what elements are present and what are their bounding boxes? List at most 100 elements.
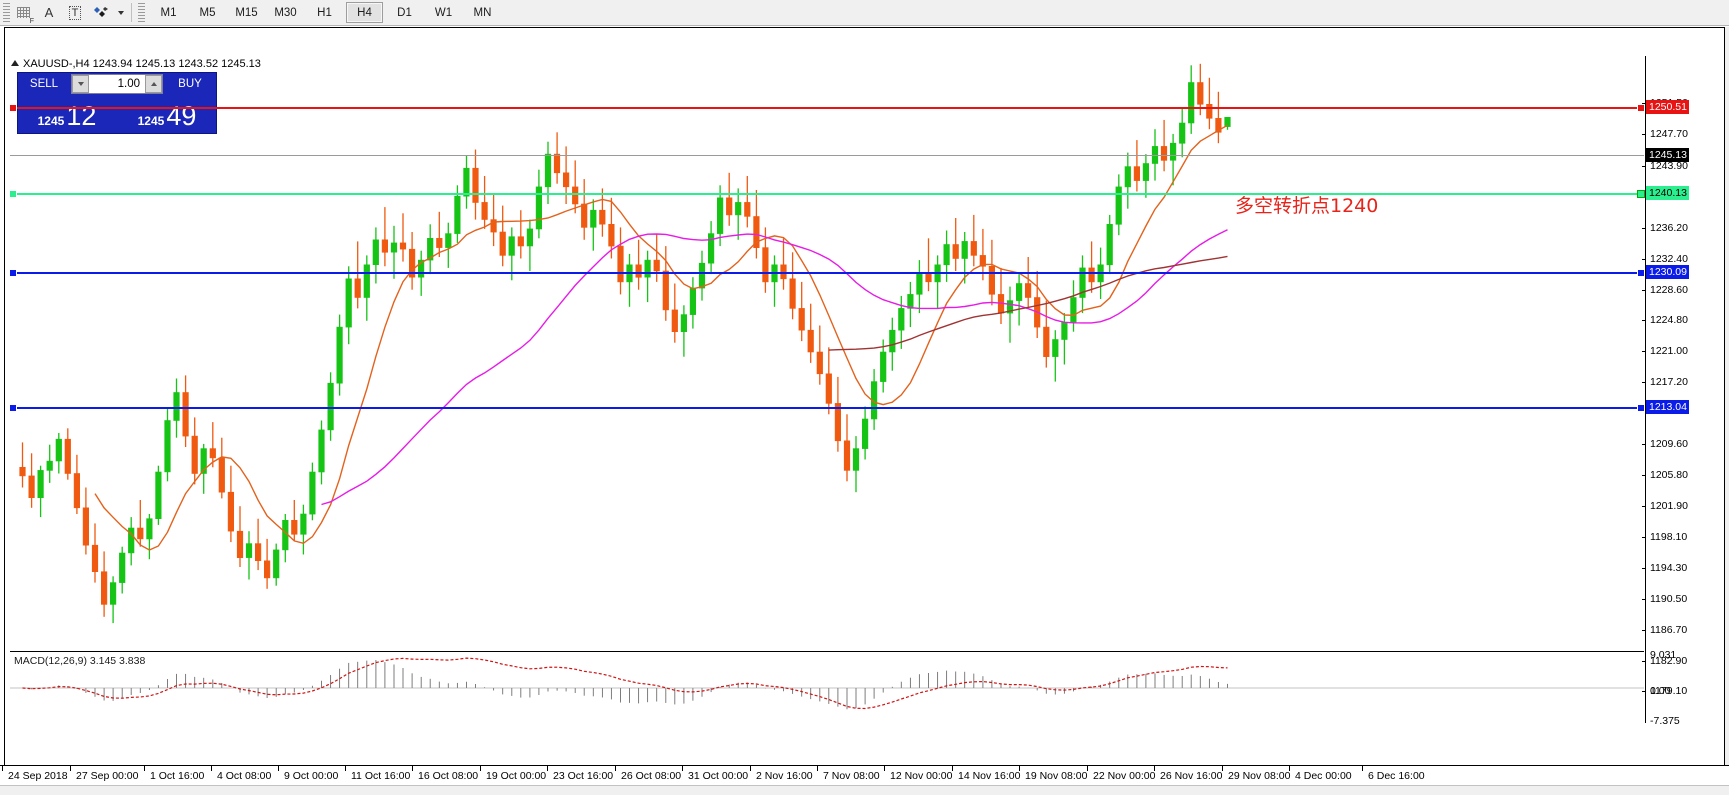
- toolbar-grip-1[interactable]: [3, 3, 10, 22]
- price-tick: [1642, 537, 1646, 538]
- timeframe-w1[interactable]: W1: [434, 6, 453, 19]
- timeframe-mn[interactable]: MN: [473, 6, 492, 19]
- price-tick: [1642, 475, 1646, 476]
- price-tick-label: 1224.80: [1650, 314, 1688, 326]
- price-tick-label: 1182.90: [1650, 655, 1688, 667]
- price-tick: [1642, 568, 1646, 569]
- time-tick-label: 2 Nov 16:00: [756, 770, 813, 782]
- time-tick-label: 22 Nov 00:00: [1093, 770, 1156, 782]
- price-tick-label: 1221.00: [1650, 345, 1688, 357]
- support-line-1230-handle[interactable]: [1637, 269, 1645, 277]
- macd-svg: [10, 657, 1644, 710]
- price-tick-label: 1243.90: [1650, 160, 1688, 172]
- price-tick: [1642, 661, 1646, 662]
- toolbar-grip-2[interactable]: [138, 3, 145, 22]
- price-plot-area[interactable]: 多空转折点1240: [9, 56, 1645, 648]
- resistance-line-1250-handle-left[interactable]: [9, 104, 17, 112]
- timeframe-m1[interactable]: M1: [160, 6, 177, 19]
- oct-divider: [116, 95, 118, 131]
- vertical-scrollbar[interactable]: [1725, 27, 1729, 767]
- pivot-line-1240-handle-left[interactable]: [9, 190, 17, 198]
- current-price-tag[interactable]: 1245.13: [1646, 148, 1689, 162]
- timeframe-group: M1 M5 M15 M30 H1 H4 D1 W1 MN: [149, 2, 502, 23]
- pivot-line-1240-handle[interactable]: [1637, 190, 1645, 198]
- volume-value[interactable]: 1.00: [117, 78, 140, 90]
- buy-button[interactable]: BUY: [178, 78, 202, 90]
- price-axis[interactable]: 1251.501247.701243.901236.201232.401228.…: [1642, 56, 1729, 727]
- crosshair-f-icon[interactable]: F: [10, 1, 36, 25]
- time-tick: [884, 766, 885, 771]
- time-tick: [480, 766, 481, 771]
- price-tick-label: 1190.50: [1650, 593, 1688, 605]
- upper-support-price-tag[interactable]: 1230.09: [1646, 265, 1689, 279]
- timeframe-h4[interactable]: H4: [346, 2, 383, 23]
- time-tick-label: 19 Oct 00:00: [486, 770, 547, 782]
- text-object-icon[interactable]: T: [62, 1, 88, 24]
- lower-support-price-tag[interactable]: 1213.04: [1646, 400, 1689, 414]
- volume-decrement-icon[interactable]: [72, 75, 89, 93]
- price-tick: [1642, 290, 1646, 291]
- time-tick-label: 9 Oct 00:00: [284, 770, 339, 782]
- time-tick: [547, 766, 548, 771]
- timeframe-m5[interactable]: M5: [199, 6, 216, 19]
- resistance-line-1250-handle[interactable]: [1637, 104, 1645, 112]
- text-label-icon[interactable]: A: [44, 5, 54, 20]
- status-bar: [0, 785, 1729, 795]
- price-tick: [1642, 444, 1646, 445]
- time-tick-label: 24 Sep 2018: [8, 770, 68, 782]
- time-tick-label: 31 Oct 00:00: [688, 770, 749, 782]
- objects-dropdown-icon[interactable]: [114, 1, 128, 24]
- price-tick: [1642, 599, 1646, 600]
- time-tick: [1362, 766, 1363, 771]
- price-tick: [1642, 351, 1646, 352]
- time-tick-label: 29 Nov 08:00: [1228, 770, 1291, 782]
- price-tick: [1642, 166, 1646, 167]
- price-tick: [1642, 382, 1646, 383]
- timeframe-h1[interactable]: H1: [317, 6, 332, 19]
- price-tick-label: 1179.10: [1650, 685, 1688, 697]
- volume-input[interactable]: 1.00: [71, 74, 163, 94]
- macd-axis-label: -7.375: [1650, 715, 1680, 727]
- time-tick: [952, 766, 953, 771]
- pivot-price-tag[interactable]: 1240.13: [1646, 186, 1689, 200]
- time-tick: [615, 766, 616, 771]
- time-axis[interactable]: 24 Sep 2018 27 Sep 00:00 1 Oct 16:00 4 Oct …: [0, 765, 1729, 786]
- support-line-1230-handle-left[interactable]: [9, 269, 17, 277]
- price-tick-label: 1205.80: [1650, 469, 1688, 481]
- buy-price-small: 1245: [137, 114, 165, 128]
- support-line-1230[interactable]: [10, 272, 1644, 274]
- timeframe-m30[interactable]: M30: [274, 6, 297, 19]
- oct-top-row: SELL 1.00 BUY: [18, 73, 216, 95]
- objects-icon[interactable]: [88, 1, 114, 24]
- main-toolbar: F A T M1 M5 M15 M30 H1 H4 D1 W1 MN: [0, 0, 1729, 26]
- time-tick: [278, 766, 279, 771]
- time-tick: [345, 766, 346, 771]
- price-tick-label: 1228.60: [1650, 284, 1688, 296]
- sell-button[interactable]: SELL: [29, 78, 59, 90]
- time-tick: [70, 766, 71, 771]
- time-tick-label: 19 Nov 08:00: [1025, 770, 1088, 782]
- time-tick-label: 7 Nov 08:00: [823, 770, 880, 782]
- support-line-1213[interactable]: [10, 407, 1644, 409]
- timeframe-d1[interactable]: D1: [397, 6, 412, 19]
- time-tick: [1019, 766, 1020, 771]
- collapse-triangle-icon[interactable]: [11, 60, 19, 66]
- time-tick-label: 1 Oct 16:00: [150, 770, 205, 782]
- current-price-line: [10, 155, 1644, 156]
- time-tick: [1289, 766, 1290, 771]
- price-tick: [1642, 259, 1646, 260]
- time-tick: [1222, 766, 1223, 771]
- toolbar-divider: [131, 3, 132, 22]
- resistance-line-1250[interactable]: [10, 107, 1644, 109]
- resistance-price-tag[interactable]: 1250.51: [1646, 100, 1689, 114]
- volume-increment-icon[interactable]: [145, 75, 162, 93]
- time-tick: [412, 766, 413, 771]
- support-line-1213-handle[interactable]: [1637, 404, 1645, 412]
- pivot-line-1240[interactable]: [10, 193, 1644, 195]
- symbol-ohlc-text: XAUUSD-,H4 1243.94 1245.13 1243.52 1245.…: [23, 58, 261, 70]
- support-line-1213-handle-left[interactable]: [9, 404, 17, 412]
- macd-indicator-pane[interactable]: MACD(12,26,9) 3.145 3.838: [10, 651, 1644, 724]
- price-tick-label: 1201.90: [1650, 500, 1688, 512]
- chart-window: XAUUSD-,H4 1243.94 1245.13 1243.52 1245.…: [4, 27, 1725, 767]
- timeframe-m15[interactable]: M15: [235, 6, 258, 19]
